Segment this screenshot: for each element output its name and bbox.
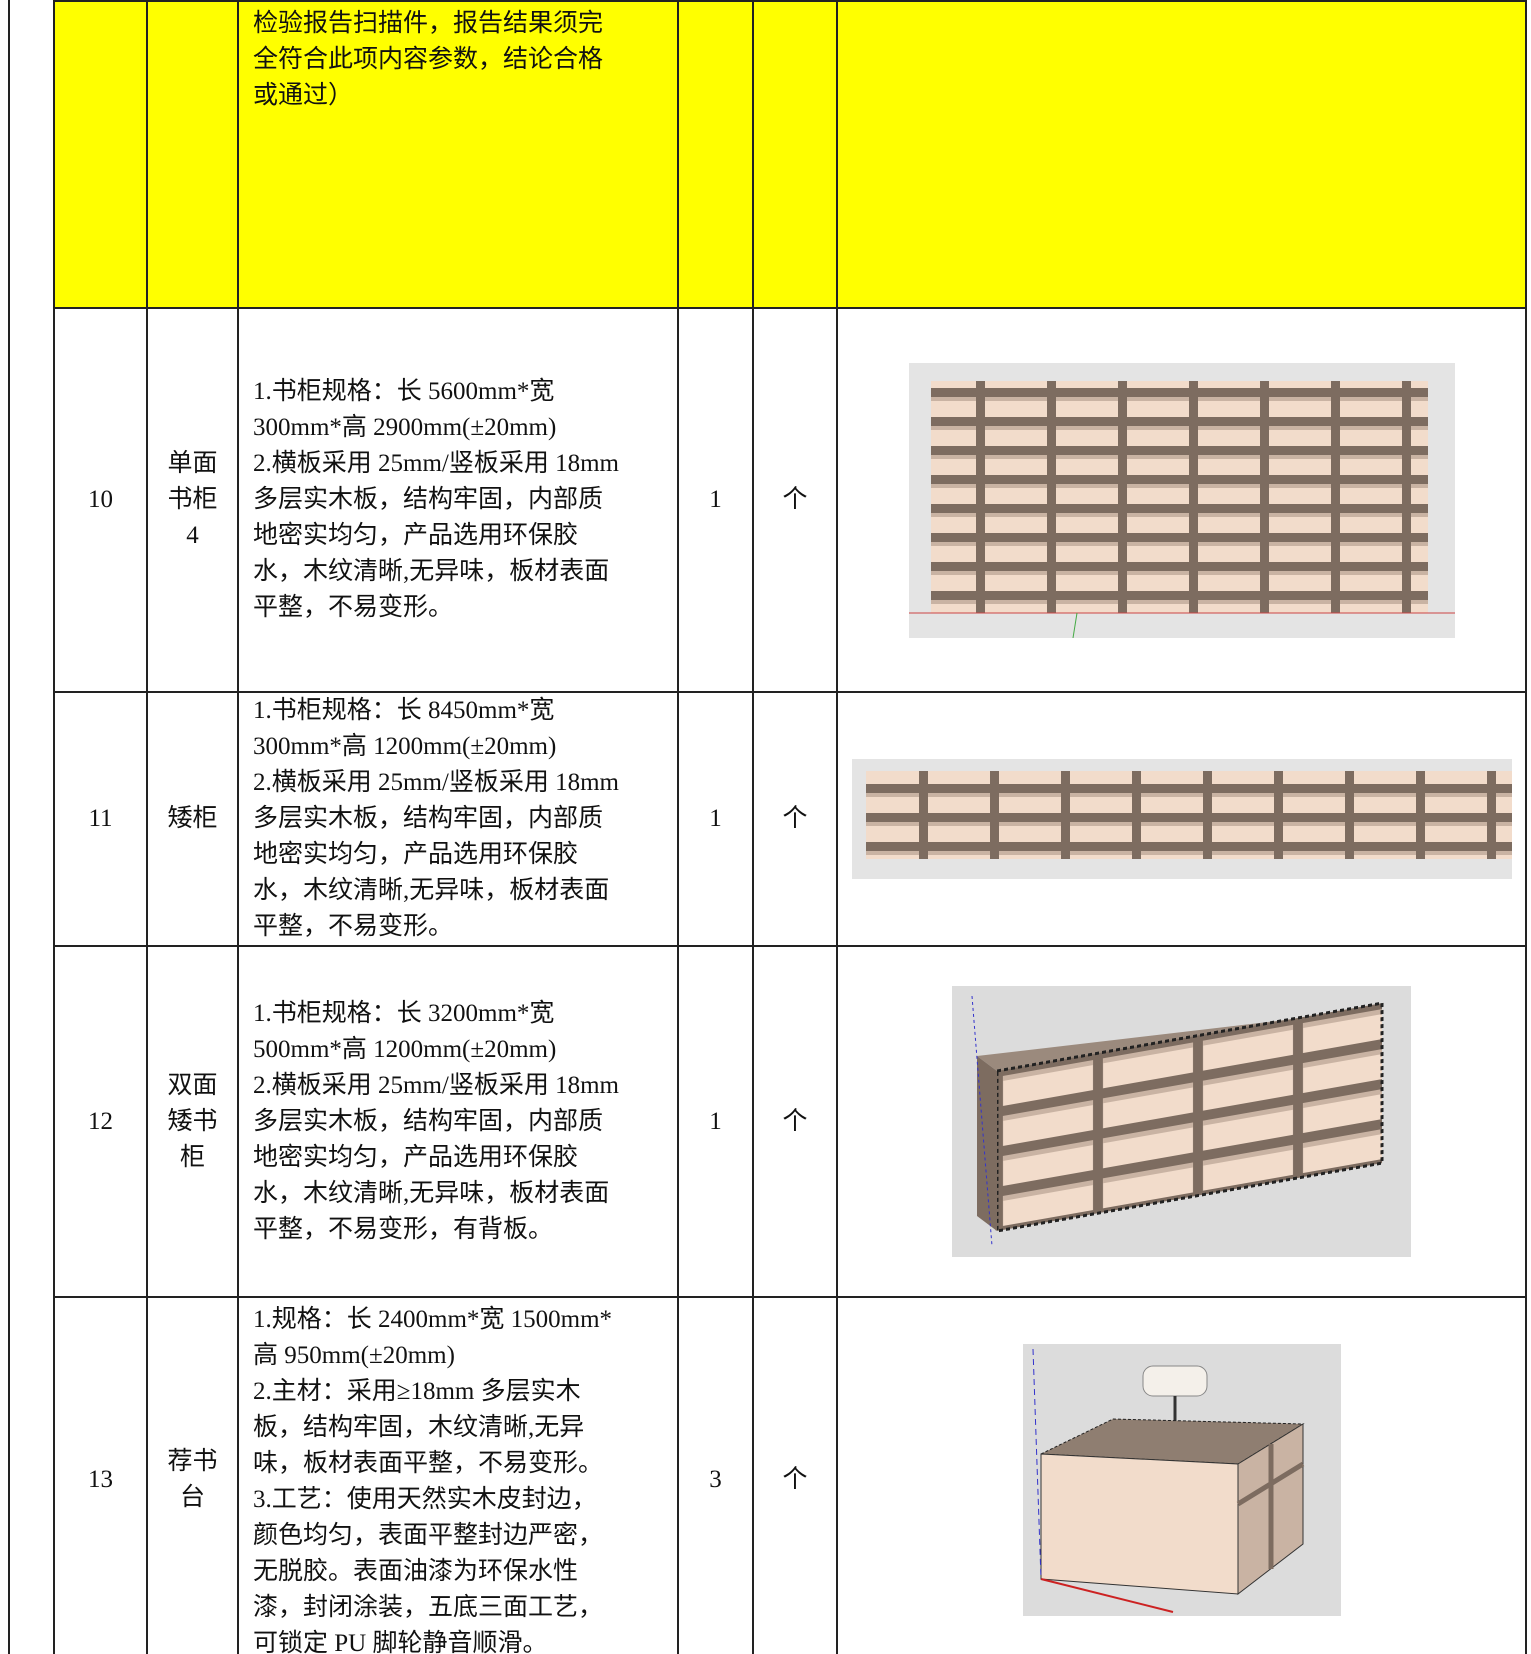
spec-line: 2.横板采用 25mm/竖板采用 18mm: [253, 1071, 619, 1099]
row: 检验报告扫描件，报告结果须完 全符合此项内容参数，结论合格 或通过）: [53, 0, 1527, 309]
spec-line: 1.书柜规格：长 8450mm*宽: [253, 697, 555, 724]
spec-table: 检验报告扫描件，报告结果须完 全符合此项内容参数，结论合格 或通过） 10 单面书柜…: [53, 0, 1527, 1654]
row: 11 矮柜 1.书柜规格：长 8450mm*宽 300mm*高 1200mm(±2…: [53, 691, 1527, 947]
image-cell: [836, 691, 1527, 947]
name-line: 4: [186, 522, 199, 549]
qty-cell: 1: [677, 945, 754, 1298]
name-line: 矮柜: [167, 805, 218, 832]
spec-line: 味，板材表面平整，不易变形。: [253, 1450, 604, 1477]
spec-line: 全符合此项内容参数，结论合格: [253, 46, 604, 73]
name-cell: 矮柜: [146, 691, 239, 947]
spec-line: 多层实木板，结构牢固，内部质: [253, 805, 604, 832]
bookcase-image: [908, 362, 1455, 638]
no-cell: 13: [53, 1296, 148, 1654]
unit-cell: 个: [752, 945, 838, 1298]
cell: [752, 0, 838, 309]
display-table-image: [1022, 1344, 1341, 1616]
spec-line: 可锁定 PU 脚轮静音顺滑。: [253, 1630, 548, 1654]
spec-line: 500mm*高 1200mm(±20mm): [253, 1035, 557, 1063]
qty-cell: 3: [677, 1296, 754, 1654]
spec-line: 水，木纹清晰,无异味，板材表面: [253, 877, 610, 904]
no-cell: 10: [53, 307, 148, 693]
spec-line: 300mm*高 1200mm(±20mm): [253, 733, 557, 760]
spec-line: 地密实均匀，产品选用环保胶: [253, 841, 579, 868]
spec-cell: 检验报告扫描件，报告结果须完 全符合此项内容参数，结论合格 或通过）: [237, 0, 679, 309]
spec-line: 或通过）: [253, 82, 354, 109]
name-line: 双面: [167, 1071, 218, 1099]
spec-line: 平整，不易变形。: [253, 594, 454, 621]
unit-cell: 个: [752, 1296, 838, 1654]
spec-line: 地密实均匀，产品选用环保胶: [253, 1143, 579, 1171]
spec-line: 无脱胶。表面油漆为环保水性: [253, 1558, 579, 1585]
spec-line: 1.规格：长 2400mm*宽 1500mm*: [253, 1306, 613, 1333]
spec-line: 300mm*高 2900mm(±20mm): [253, 414, 557, 441]
spec-line: 1.书柜规格：长 5600mm*宽: [253, 378, 555, 405]
spec-line: 平整，不易变形，有背板。: [253, 1215, 554, 1243]
qty-cell: 1: [677, 307, 754, 693]
spec-cell: 1.书柜规格：长 5600mm*宽 300mm*高 2900mm(±20mm) 2.…: [237, 307, 679, 693]
spec-cell: 1.书柜规格：长 3200mm*宽 500mm*高 1200mm(±20mm) 2.…: [237, 945, 679, 1298]
spec-line: 2.主材：采用≥18mm 多层实木: [253, 1378, 581, 1405]
cell: [146, 0, 239, 309]
image-cell: [836, 945, 1527, 1298]
name-cell: 单面书柜 4: [146, 307, 239, 693]
cell: [53, 0, 148, 309]
spec-line: 水，木纹清晰,无异味，板材表面: [253, 558, 610, 585]
low-cabinet-image: [851, 759, 1512, 879]
spec-line: 1.书柜规格：长 3200mm*宽: [253, 999, 555, 1027]
spec-line: 平整，不易变形。: [253, 913, 454, 940]
spec-line: 漆，封闭涂装，五底三面工艺，: [253, 1594, 604, 1621]
spec-line: 颜色均匀，表面平整封边严密，: [253, 1522, 604, 1549]
cell: [677, 0, 754, 309]
qty-cell: 1: [677, 691, 754, 947]
spec-line: 水，木纹清晰,无异味，板材表面: [253, 1179, 610, 1207]
no-cell: 11: [53, 691, 148, 947]
name-line: 荐书: [167, 1448, 218, 1475]
unit-cell: 个: [752, 307, 838, 693]
image-cell: [836, 307, 1527, 693]
spec-line: 板，结构牢固，木纹清晰,无异: [253, 1414, 585, 1441]
cell: [836, 0, 1527, 309]
row: 12 双面矮书柜 1.书柜规格：长 3200mm*宽 500mm*高 1200mm…: [53, 945, 1527, 1298]
spec-line: 3.工艺：使用天然实木皮封边，: [253, 1486, 597, 1513]
spec-cell: 1.规格：长 2400mm*宽 1500mm* 高 950mm(±20mm) 2.主…: [237, 1296, 679, 1654]
name-cell: 双面 矮书柜: [146, 945, 239, 1298]
unit-cell: 个: [752, 691, 838, 947]
row: 10 单面书柜 4 1.书柜规格：长 5600mm*宽 300mm*高 2900mm…: [53, 307, 1527, 693]
spec-line: 检验报告扫描件，报告结果须完: [253, 10, 604, 37]
no-cell: 12: [53, 945, 148, 1298]
spec-line: 多层实木板，结构牢固，内部质: [253, 1107, 604, 1135]
spec-line: 2.横板采用 25mm/竖板采用 18mm: [253, 450, 619, 477]
row: 13 荐书台 1.规格：长 2400mm*宽 1500mm* 高 950mm(±2…: [53, 1296, 1527, 1654]
name-line: 单面: [167, 450, 218, 477]
margin-line: [8, 0, 10, 1654]
double-cabinet-image: [952, 986, 1411, 1257]
spec-cell: 1.书柜规格：长 8450mm*宽 300mm*高 1200mm(±20mm) 2.…: [237, 691, 679, 947]
name-line: 矮书: [167, 1107, 218, 1135]
image-cell: [836, 1296, 1527, 1654]
spec-line: 多层实木板，结构牢固，内部质: [253, 486, 604, 513]
name-cell: 荐书台: [146, 1296, 239, 1654]
name-line: 柜: [179, 1143, 205, 1171]
spec-line: 高 950mm(±20mm): [253, 1342, 455, 1369]
spec-line: 2.横板采用 25mm/竖板采用 18mm: [253, 769, 619, 796]
name-line: 台: [179, 1484, 205, 1511]
spec-line: 地密实均匀，产品选用环保胶: [253, 522, 579, 549]
name-line: 书柜: [167, 486, 218, 513]
